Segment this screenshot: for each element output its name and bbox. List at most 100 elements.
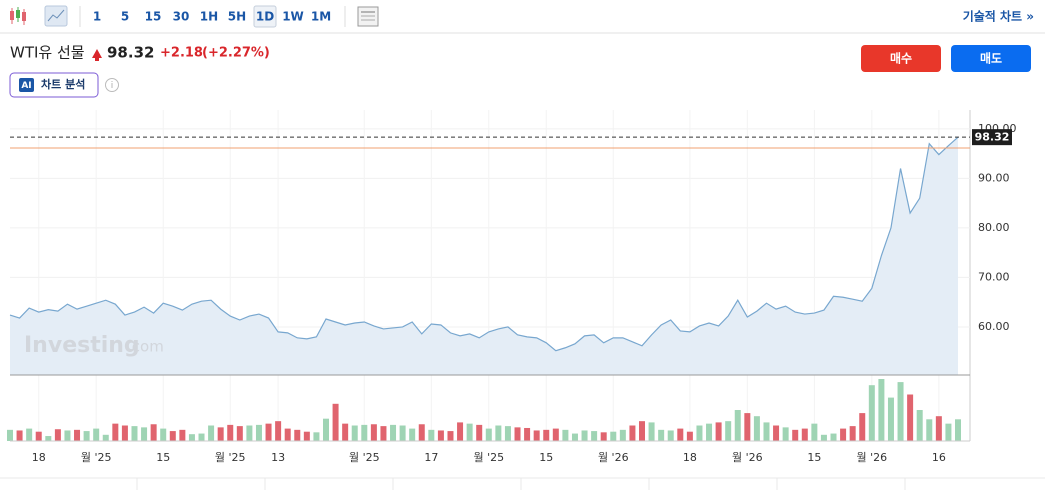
plot: 18 월 '25 15 월 '25 13 월 '25 17 월 '25 15 월 '26 18 월 '…: [7, 110, 1017, 464]
volume-bar: [7, 429, 13, 441]
x-tick-label: 16: [932, 451, 946, 464]
volume-bar: [619, 429, 626, 441]
volume-bar: [169, 431, 176, 441]
change-percent: (+2.27%): [202, 46, 270, 61]
volume-bar: [160, 428, 167, 441]
technical-chart-link[interactable]: 기술적 차트 »: [963, 9, 1034, 24]
x-tick-label: 15: [156, 451, 170, 464]
volume-bar: [45, 436, 52, 441]
volume-bar: [715, 422, 722, 441]
volume-bar: [907, 394, 914, 441]
volume-bar: [648, 422, 655, 441]
volume-bar: [466, 423, 473, 441]
volume-bar: [524, 427, 531, 441]
volume-bar: [773, 425, 780, 441]
sell-button[interactable]: [951, 45, 1031, 72]
volume-bar: [600, 432, 607, 441]
volume-bar: [188, 434, 195, 441]
interval-button[interactable]: 1H: [200, 10, 218, 24]
x-tick-label: 18: [683, 451, 697, 464]
interval-button[interactable]: 1W: [282, 10, 304, 24]
volume-bar: [255, 424, 262, 441]
volume-bar: [868, 385, 875, 441]
active-interval-bg: [253, 5, 277, 28]
candle-icon[interactable]: [10, 7, 26, 25]
volume-bar: [476, 424, 483, 441]
volume-bar: [639, 421, 645, 441]
volume-bar: [64, 430, 71, 441]
volume-bar: [236, 426, 243, 441]
change: +2.18: [160, 46, 203, 61]
x-tick-label: 17: [424, 451, 438, 464]
volume-bar: [313, 432, 320, 441]
x-tick-label: 15: [807, 451, 821, 464]
volume-bar: [409, 428, 416, 441]
volume-bar: [897, 382, 904, 441]
area-icon[interactable]: [44, 5, 68, 27]
price-area: [10, 137, 958, 375]
interval-button[interactable]: 1: [93, 10, 101, 24]
y-tick-label: 80.00: [978, 221, 1010, 234]
up-arrow: [92, 49, 102, 61]
footer-dividers: [136, 478, 906, 490]
current-price-tag: [972, 129, 1012, 146]
interval-button[interactable]: 30: [173, 10, 190, 24]
volume-bar: [399, 425, 406, 441]
volume-bar: [763, 422, 770, 441]
volume-bar: [792, 429, 799, 441]
volume-bar: [351, 425, 358, 441]
watermark-brand: Investing: [24, 333, 140, 358]
y-tick-label: 60.00: [978, 320, 1010, 333]
interval-button[interactable]: 15: [145, 10, 162, 24]
volume-bar: [16, 430, 23, 441]
x-tick-label: 월 '25: [215, 451, 246, 464]
instrument-name: WTI유 선물: [10, 44, 85, 62]
volume-bar: [658, 429, 665, 441]
interval-button[interactable]: 1M: [311, 10, 331, 24]
current-price-label: 98.32: [975, 131, 1010, 144]
volume-bar: [179, 429, 186, 441]
volume-bar: [955, 419, 961, 441]
price: 98.32: [107, 44, 154, 62]
volume-bar: [217, 427, 224, 441]
volume-bar: [141, 427, 148, 441]
volume-bar: [227, 424, 234, 441]
x-tick-label: 월 '26: [732, 451, 763, 464]
buy-button[interactable]: [861, 45, 941, 72]
volume-bar: [380, 426, 387, 441]
volume-bar: [610, 431, 617, 441]
info-icon[interactable]: [105, 78, 119, 92]
info-icon-glyph: i: [111, 81, 114, 91]
buy-label[interactable]: 매수: [890, 51, 912, 66]
volume-bar: [418, 424, 425, 441]
volume-bar: [677, 428, 684, 441]
volume-bar: [849, 426, 856, 441]
interval-button[interactable]: 5H: [228, 10, 246, 24]
volume-bar: [26, 428, 33, 441]
volume-bar: [370, 424, 377, 441]
volume-bar: [447, 431, 454, 441]
volume-bar: [332, 403, 339, 441]
volume-bar: [294, 429, 301, 441]
ai-badge: AI: [21, 81, 31, 91]
volume-bar: [859, 413, 866, 441]
y-tick-label: 70.00: [978, 270, 1010, 283]
interval-button[interactable]: 1D: [256, 10, 274, 24]
interval-button[interactable]: 5: [121, 10, 129, 24]
ai-analysis-label[interactable]: 차트 분석: [41, 77, 85, 91]
table-icon[interactable]: [357, 6, 379, 27]
volume-bar: [457, 422, 464, 441]
volume-bar: [504, 426, 511, 441]
volume-bar: [437, 430, 444, 441]
sell-label[interactable]: 매도: [980, 51, 1002, 66]
volume-bar: [514, 427, 521, 441]
x-tick-label: 월 '25: [473, 451, 504, 464]
volume-bar: [284, 428, 291, 441]
volume-bar: [102, 434, 109, 441]
watermark-suffix: .com: [127, 338, 164, 356]
volume-bar: [686, 431, 693, 441]
volume-bar: [150, 424, 157, 441]
volume-bar: [390, 424, 397, 441]
volume-bar: [878, 379, 885, 441]
